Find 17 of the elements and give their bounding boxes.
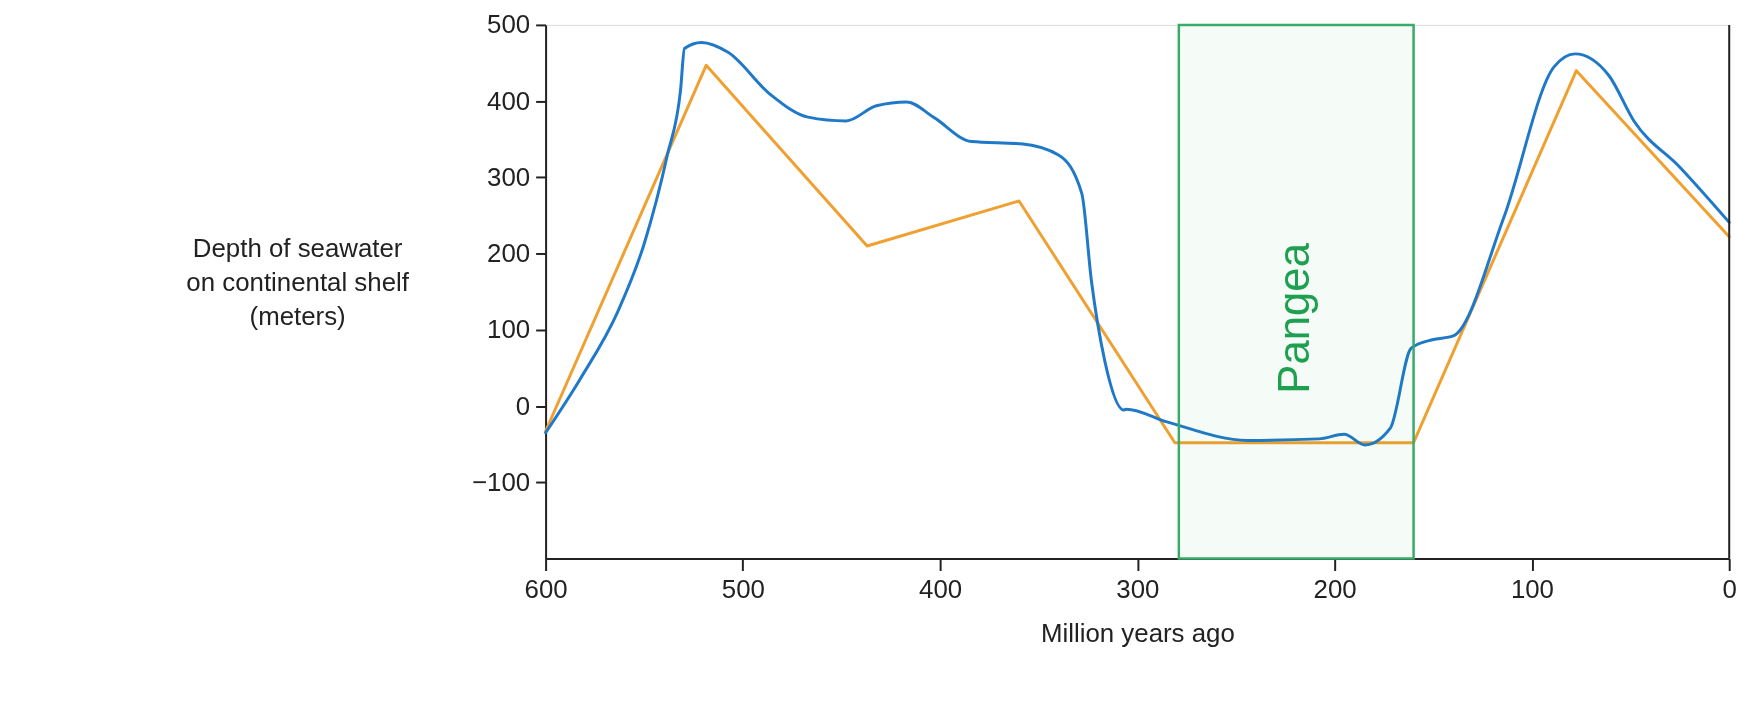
y-tick-label: −100 xyxy=(472,467,531,496)
x-tick-label: 200 xyxy=(1313,574,1357,603)
y-tick-label: 500 xyxy=(487,10,531,39)
y-tick-label: 300 xyxy=(487,162,531,191)
x-tick-label: 500 xyxy=(721,574,765,603)
y-tick-label: 0 xyxy=(515,391,531,420)
x-axis-title: Million years ago xyxy=(1040,618,1235,647)
y-axis-title: Depth of seawater on continental shelf (meters) xyxy=(186,234,410,331)
x-tick-label: 400 xyxy=(919,574,963,603)
x-tick-label: 100 xyxy=(1510,574,1554,603)
y-tick-label: 200 xyxy=(487,239,531,268)
x-tick-label: 600 xyxy=(524,574,568,603)
band-label: Pangea xyxy=(1269,242,1319,394)
y-tick-label: 100 xyxy=(487,315,531,344)
y-tick-label: 400 xyxy=(487,86,531,115)
x-tick-label: 0 xyxy=(1722,574,1737,603)
x-tick-label: 300 xyxy=(1116,574,1160,603)
